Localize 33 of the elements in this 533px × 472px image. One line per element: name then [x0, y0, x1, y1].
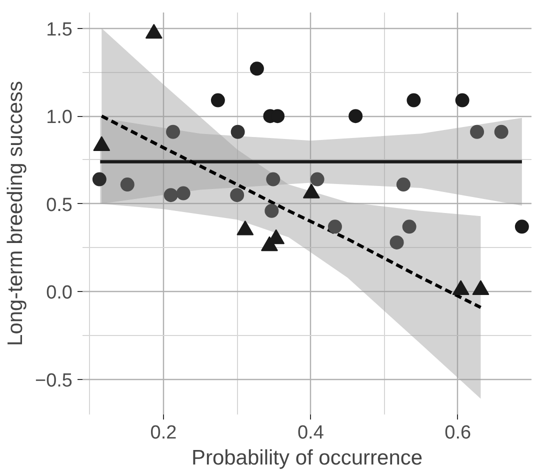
x-axis-title: Probability of occurrence — [191, 446, 423, 470]
x-tick-label: 0.4 — [297, 422, 324, 444]
point — [166, 124, 180, 139]
point — [348, 109, 363, 124]
point — [455, 93, 470, 108]
x-tick-label: 0.6 — [444, 422, 472, 444]
x-tick-label: 0.2 — [150, 422, 177, 444]
point — [494, 124, 508, 139]
point — [390, 235, 404, 250]
y-axis-title: Long-term breeding success — [4, 81, 27, 346]
point — [310, 172, 324, 186]
point — [264, 204, 279, 218]
point — [92, 172, 106, 186]
point — [176, 186, 190, 200]
y-tick-label: 1.5 — [46, 19, 73, 40]
point — [514, 220, 529, 234]
point — [120, 178, 134, 192]
point — [396, 178, 410, 192]
point — [266, 172, 280, 186]
y-tick-label: −0.5 — [34, 370, 73, 392]
point — [402, 220, 416, 234]
point — [210, 93, 225, 108]
point — [230, 188, 244, 202]
point — [164, 188, 178, 202]
point — [470, 124, 484, 139]
point — [328, 220, 342, 234]
point — [230, 124, 245, 139]
point — [250, 62, 264, 76]
y-tick-label: 0.0 — [46, 282, 73, 304]
y-tick-label: 0.5 — [46, 194, 73, 216]
point — [406, 93, 421, 108]
y-tick-label: 1.0 — [46, 107, 73, 128]
line-series — [100, 114, 482, 310]
